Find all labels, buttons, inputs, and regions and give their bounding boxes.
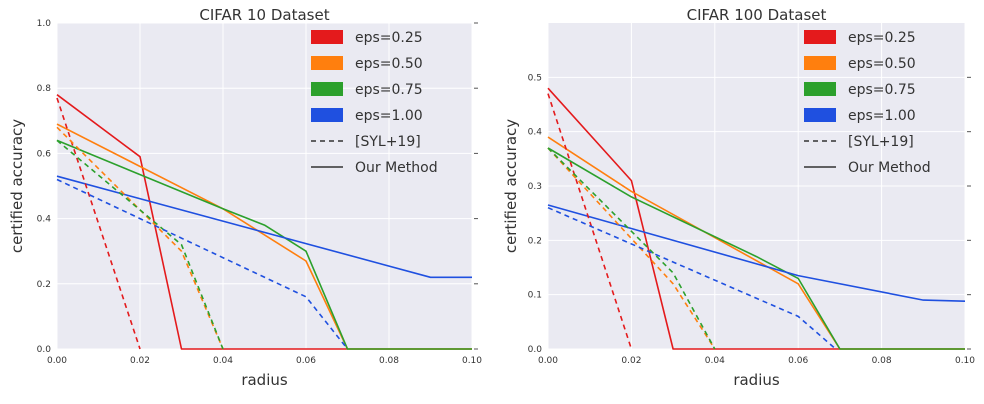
legend-swatch <box>804 30 836 44</box>
series-line-eps-0.25-our-method <box>56 94 472 350</box>
legend-label: [SYL+19] <box>355 134 421 150</box>
series-line-eps-1.00-our-method <box>547 204 966 302</box>
x-tick-label: 0.06 <box>296 356 316 366</box>
y-tick-label: 0.4 <box>528 128 543 138</box>
x-axis-label: radius <box>733 371 780 389</box>
legend-label: eps=0.25 <box>355 30 423 46</box>
x-tick-label: 0.08 <box>872 356 892 366</box>
legend-label: Our Method <box>848 160 931 176</box>
legend-swatch <box>311 56 343 70</box>
chart-cifar10: 0.00 0.02 0.04 0.06 0.08 0.10 0.0 0.2 0.4 0.6 0.8 1… <box>0 0 492 400</box>
legend-swatch <box>311 82 343 96</box>
legend-label: eps=1.00 <box>355 108 423 124</box>
x-tick-label: 0.00 <box>538 356 558 366</box>
y-axis-label: certified accuracy <box>502 119 520 253</box>
x-tick-label: 0.06 <box>788 356 808 366</box>
legend-label: eps=0.50 <box>355 56 423 72</box>
y-tick-label: 0.2 <box>37 280 51 290</box>
chart-title: CIFAR 100 Dataset <box>687 6 827 24</box>
legend-label: eps=0.75 <box>848 82 916 98</box>
legend-label: eps=0.50 <box>848 56 916 72</box>
series-line-eps-1.00-syl19 <box>547 206 837 350</box>
y-tick-label: 0.5 <box>528 73 542 83</box>
y-tick-label: 0.1 <box>528 291 542 301</box>
y-tick-label: 0.6 <box>37 149 52 159</box>
plot-area <box>57 23 472 349</box>
legend-label: eps=0.75 <box>355 82 423 98</box>
series-line-eps-0.75-our-method <box>547 147 965 350</box>
series-line-eps-0.75-syl19 <box>547 147 716 350</box>
legend-swatch <box>311 30 343 44</box>
series-line-eps-0.25-syl19 <box>56 97 141 350</box>
x-tick-label: 0.10 <box>955 356 975 366</box>
legend-swatch <box>804 108 836 122</box>
legend-label: Our Method <box>355 160 438 176</box>
y-tick-label: 0.3 <box>528 182 542 192</box>
chart-cifar100-svg: 0.00 0.02 0.04 0.06 0.08 0.10 0.0 0.1 0.2 0.3 0.4 0… <box>502 6 975 389</box>
series-line-eps-1.00-our-method <box>56 175 472 279</box>
chart-cifar100: 0.00 0.02 0.04 0.06 0.08 0.10 0.0 0.1 0.2 0.3 0.4 0… <box>492 0 984 400</box>
x-tick-label: 0.04 <box>705 356 725 366</box>
x-tick-label: 0.10 <box>462 356 482 366</box>
legend-label: eps=0.25 <box>848 30 916 46</box>
series-line-eps-0.50-syl19 <box>547 147 716 350</box>
legend-swatch <box>311 108 343 122</box>
series-line-eps-0.25-our-method <box>547 87 965 350</box>
legend-label: [SYL+19] <box>848 134 914 150</box>
x-tick-label: 0.08 <box>379 356 399 366</box>
y-tick-label: 0.0 <box>37 345 52 355</box>
y-tick-label: 0.0 <box>528 345 543 355</box>
y-tick-label: 0.4 <box>37 215 52 225</box>
series-line-eps-0.75-syl19 <box>56 139 224 350</box>
x-tick-label: 0.02 <box>130 356 150 366</box>
y-tick-label: 0.8 <box>37 84 52 94</box>
chart-title: CIFAR 10 Dataset <box>199 6 329 24</box>
x-tick-label: 0.04 <box>213 356 233 366</box>
y-tick-label: 0.2 <box>528 236 542 246</box>
series-line-eps-0.50-syl19 <box>56 126 224 350</box>
series-line-eps-1.00-syl19 <box>56 178 349 350</box>
y-tick-label: 1.0 <box>37 19 52 29</box>
legend-swatch <box>804 56 836 70</box>
y-axis-label: certified accuracy <box>8 119 26 253</box>
legend-swatch <box>804 82 836 96</box>
x-tick-label: 0.00 <box>47 356 67 366</box>
x-axis-label: radius <box>241 371 288 389</box>
legend-label: eps=1.00 <box>848 108 916 124</box>
x-tick-label: 0.02 <box>621 356 641 366</box>
chart-cifar10-svg: 0.00 0.02 0.04 0.06 0.08 0.10 0.0 0.2 0.4 0.6 0.8 1… <box>8 6 482 389</box>
